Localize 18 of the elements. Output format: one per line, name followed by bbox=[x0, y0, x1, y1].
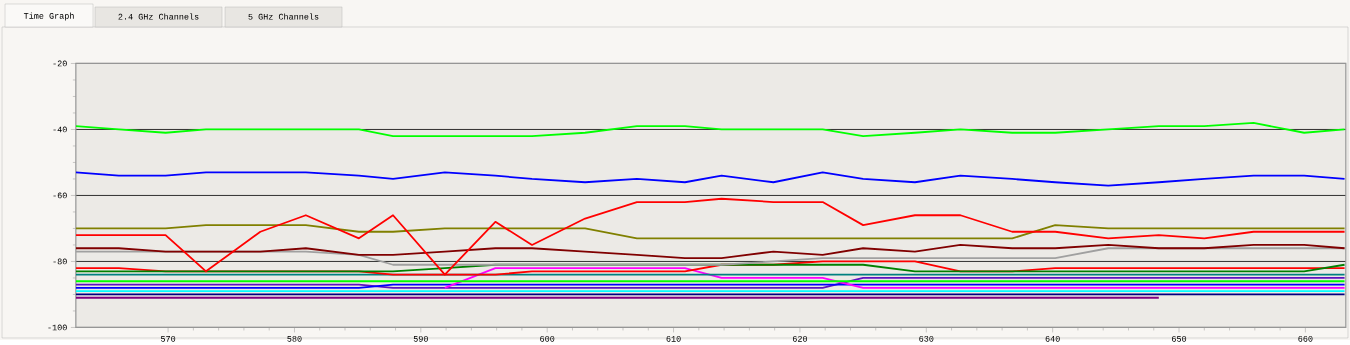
y-tick-label: -100 bbox=[48, 324, 67, 331]
x-tick-label: 610 bbox=[666, 335, 681, 342]
x-tick-label: 630 bbox=[919, 335, 934, 342]
x-tick-label: 570 bbox=[161, 335, 176, 342]
y-tick-label: -80 bbox=[53, 258, 67, 265]
text: Time Graph bbox=[23, 12, 74, 21]
x-tick-label: 650 bbox=[1172, 335, 1187, 342]
y-tick-label: -60 bbox=[53, 192, 67, 199]
y-tick-label: -20 bbox=[53, 60, 67, 67]
x-tick-label: 600 bbox=[540, 335, 555, 342]
x-tick-label: 580 bbox=[287, 335, 302, 342]
x-tick-label: 640 bbox=[1045, 335, 1060, 342]
x-tick-label: 660 bbox=[1298, 335, 1313, 342]
x-tick-label: 590 bbox=[413, 335, 428, 342]
y-tick-label: -40 bbox=[53, 126, 67, 133]
text: 5 GHz Channels bbox=[248, 13, 319, 20]
x-tick-label: 620 bbox=[792, 335, 808, 342]
text: 2.4 GHz Channels bbox=[118, 13, 199, 20]
